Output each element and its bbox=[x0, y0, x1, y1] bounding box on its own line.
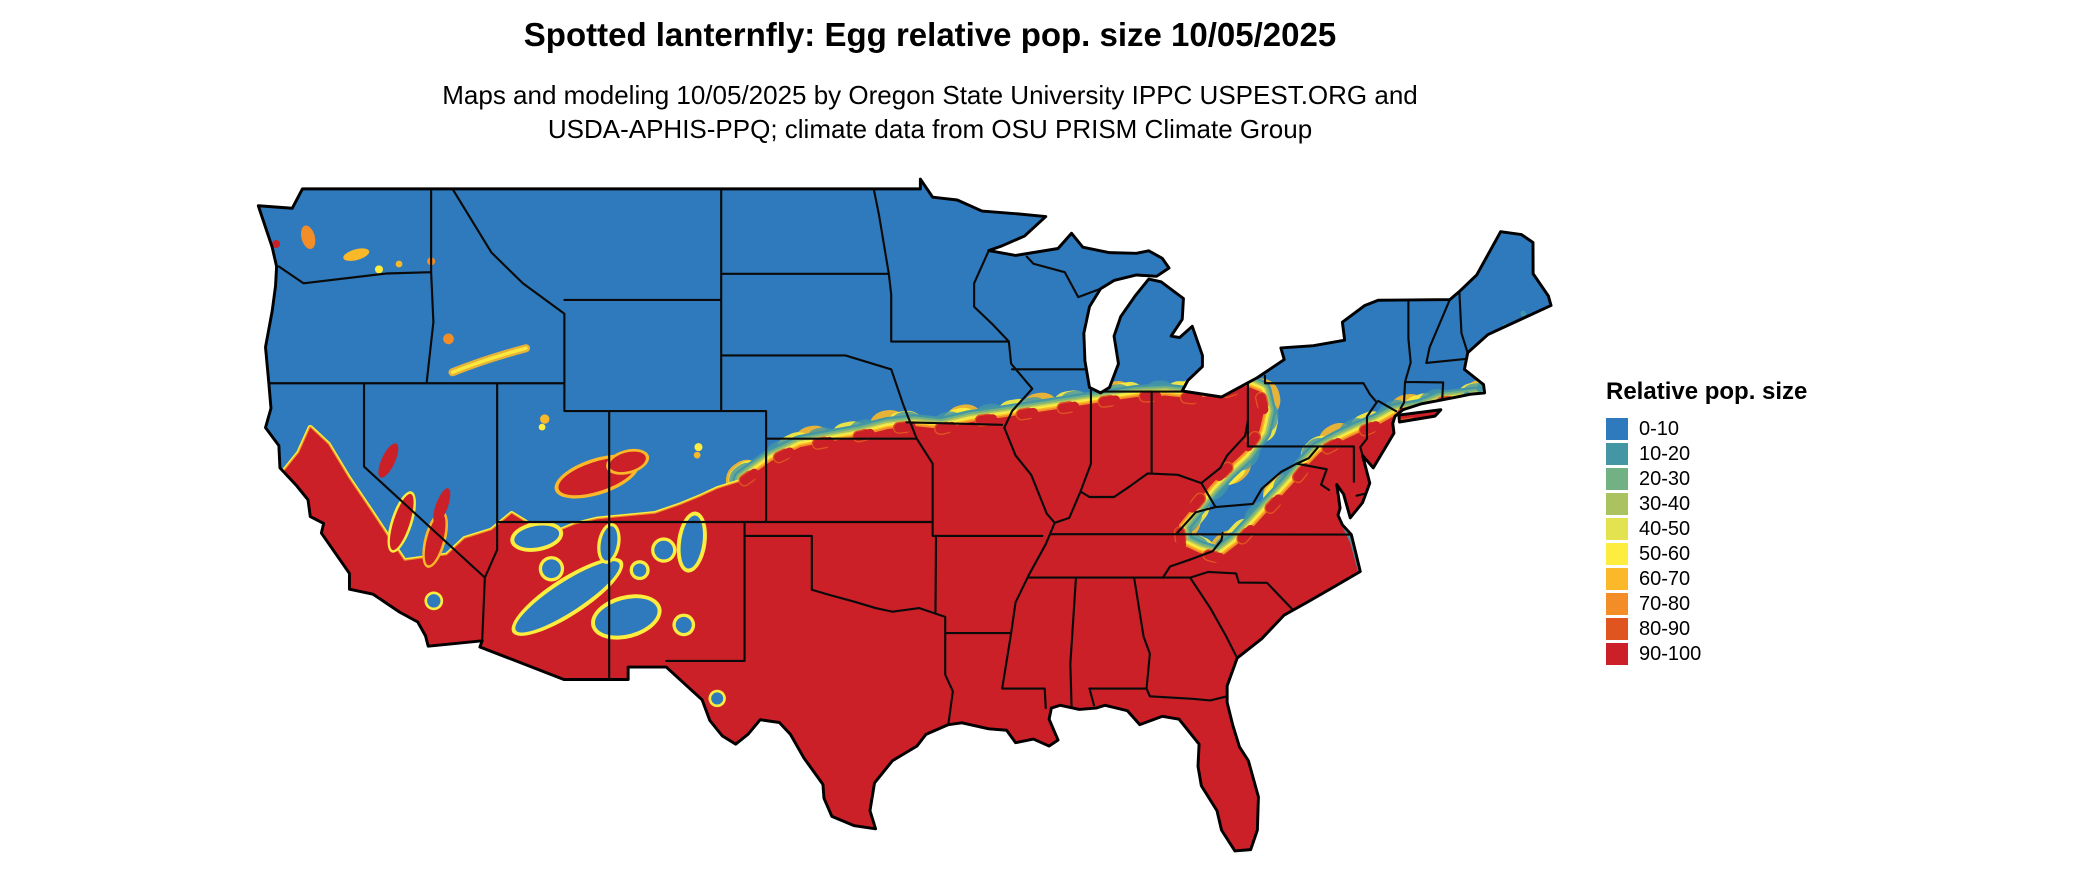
legend-swatch bbox=[1606, 642, 1628, 665]
legend-swatch bbox=[1606, 492, 1628, 515]
legend-swatch bbox=[1606, 417, 1628, 440]
legend-item-label: 10-20 bbox=[1639, 442, 1691, 465]
legend-item: 90-100 bbox=[1606, 641, 1807, 666]
legend-swatch bbox=[1606, 617, 1628, 640]
us-map-svg bbox=[256, 177, 1553, 865]
legend-item: 30-40 bbox=[1606, 491, 1807, 516]
legend-item-label: 30-40 bbox=[1639, 492, 1691, 515]
legend-item: 60-70 bbox=[1606, 566, 1807, 591]
legend-item-label: 60-70 bbox=[1639, 567, 1691, 590]
legend-item: 0-10 bbox=[1606, 416, 1807, 441]
legend-swatch bbox=[1606, 567, 1628, 590]
legend-item-label: 50-60 bbox=[1639, 542, 1691, 565]
header: Spotted lanternfly: Egg relative pop. si… bbox=[150, 16, 1710, 147]
subtitle-line-2: USDA-APHIS-PPQ; climate data from OSU PR… bbox=[547, 114, 1313, 145]
subtitle-line-1: Maps and modeling 10/05/2025 by Oregon S… bbox=[442, 80, 1418, 110]
legend-swatch bbox=[1606, 592, 1628, 615]
legend-item: 50-60 bbox=[1606, 541, 1807, 566]
legend-swatch bbox=[1606, 517, 1628, 540]
state-borders bbox=[267, 187, 1469, 726]
us-choropleth-map bbox=[252, 160, 1562, 884]
legend-swatch bbox=[1606, 442, 1628, 465]
legend-swatch bbox=[1606, 542, 1628, 565]
legend-item: 40-50 bbox=[1606, 516, 1807, 541]
legend-item-label: 70-80 bbox=[1639, 592, 1691, 615]
florida-keys-dots bbox=[1222, 855, 1262, 865]
legend: Relative pop. size 0-10 10-20 20-30 30-40 40… bbox=[1606, 378, 1807, 666]
legend-item-label: 0-10 bbox=[1639, 417, 1680, 440]
legend-item-label: 20-30 bbox=[1639, 467, 1691, 490]
legend-item-label: 80-90 bbox=[1639, 617, 1691, 640]
western-hotspot-patches bbox=[272, 225, 703, 568]
legend-item: 80-90 bbox=[1606, 616, 1807, 641]
legend-swatch bbox=[1606, 467, 1628, 490]
page-title: Spotted lanternfly: Egg relative pop. si… bbox=[523, 16, 1337, 53]
legend-item: 70-80 bbox=[1606, 591, 1807, 616]
legend-item-label: 40-50 bbox=[1639, 517, 1691, 540]
legend-item-label: 90-100 bbox=[1639, 642, 1702, 665]
legend-item: 20-30 bbox=[1606, 466, 1807, 491]
legend-items: 0-10 10-20 20-30 30-40 40-50 50-60 60-70 70-80 8… bbox=[1606, 416, 1807, 666]
legend-title: Relative pop. size bbox=[1606, 378, 1808, 405]
legend-item: 10-20 bbox=[1606, 441, 1807, 466]
